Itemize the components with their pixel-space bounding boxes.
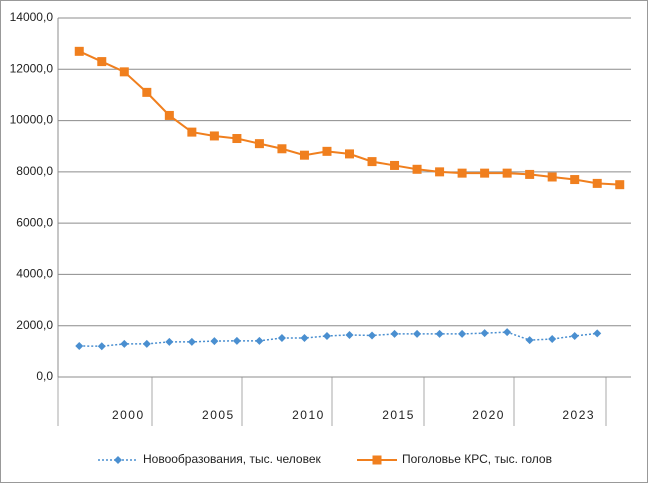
marker xyxy=(548,335,557,344)
marker xyxy=(187,337,196,346)
series-line xyxy=(79,331,598,347)
marker xyxy=(570,331,579,340)
marker xyxy=(164,110,174,120)
y-tick-label: 8000,0 xyxy=(16,164,53,178)
marker xyxy=(97,57,107,67)
marker xyxy=(502,168,512,178)
marker xyxy=(277,334,286,343)
marker xyxy=(255,336,264,345)
marker xyxy=(74,46,84,56)
x-tick-label: 2023 xyxy=(562,408,595,422)
y-tick-label: 14000,0 xyxy=(10,10,54,24)
marker xyxy=(413,329,422,338)
marker xyxy=(480,329,489,338)
x-tick-label: 2000 xyxy=(112,408,145,422)
x-tick-label: 2015 xyxy=(382,408,415,422)
marker xyxy=(120,339,129,348)
marker xyxy=(480,168,490,178)
marker xyxy=(345,330,354,339)
marker xyxy=(372,455,382,465)
marker xyxy=(390,329,399,338)
marker xyxy=(300,334,309,343)
marker xyxy=(299,150,309,160)
marker xyxy=(592,178,602,188)
marker xyxy=(142,339,151,348)
marker xyxy=(114,456,122,464)
marker xyxy=(322,146,332,156)
legend-label: Новообразования, тыс. человек xyxy=(143,452,322,466)
marker xyxy=(412,164,422,174)
marker xyxy=(615,180,625,190)
marker xyxy=(547,172,557,182)
y-tick-label: 4000,0 xyxy=(16,267,53,281)
marker xyxy=(458,329,467,338)
marker xyxy=(187,127,197,137)
marker xyxy=(367,157,377,167)
legend-label: Поголовье КРС, тыс. голов xyxy=(402,452,552,466)
marker xyxy=(457,168,467,178)
marker xyxy=(142,87,152,97)
marker xyxy=(165,337,174,346)
marker xyxy=(570,175,580,185)
y-tick-label: 0,0 xyxy=(36,369,53,383)
marker xyxy=(345,149,354,159)
marker xyxy=(277,144,287,154)
y-tick-label: 12000,0 xyxy=(10,61,54,75)
x-tick-label: 2005 xyxy=(202,408,235,422)
marker xyxy=(593,329,602,338)
marker xyxy=(525,169,535,179)
y-tick-label: 2000,0 xyxy=(16,318,53,332)
marker xyxy=(97,342,106,351)
marker xyxy=(209,131,219,141)
marker xyxy=(119,67,129,77)
marker xyxy=(254,139,264,149)
x-tick-label: 2020 xyxy=(472,408,505,422)
x-tick-label: 2010 xyxy=(292,408,325,422)
marker xyxy=(390,160,400,170)
category-axis-box xyxy=(57,377,607,426)
marker xyxy=(368,331,377,340)
marker xyxy=(322,331,331,340)
marker xyxy=(435,329,444,338)
y-tick-label: 10000,0 xyxy=(10,113,54,127)
marker xyxy=(435,167,445,177)
y-tick-label: 6000,0 xyxy=(16,215,53,229)
marker xyxy=(503,328,512,337)
marker xyxy=(75,341,84,350)
marker xyxy=(232,134,242,144)
marker xyxy=(232,336,241,345)
marker xyxy=(210,337,219,346)
marker xyxy=(525,336,534,345)
